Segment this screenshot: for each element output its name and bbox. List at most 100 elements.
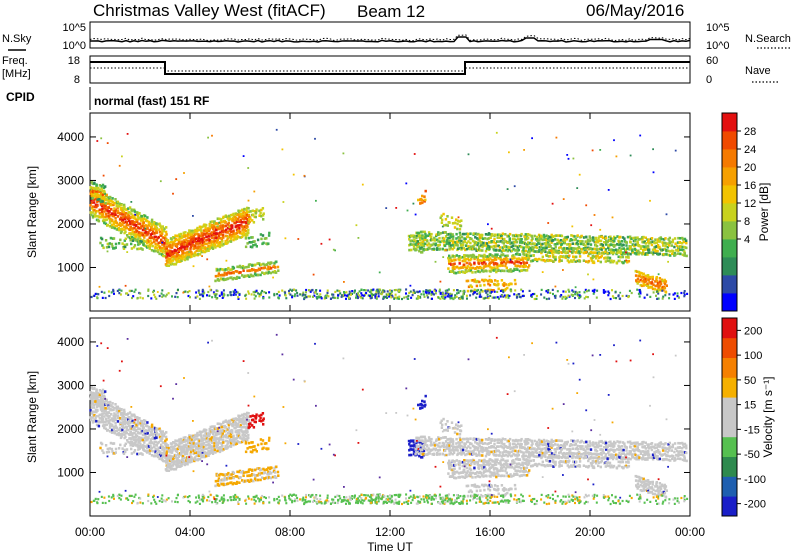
echo-cell [442, 256, 445, 258]
echo-cell [226, 226, 230, 230]
echo-cell [642, 248, 645, 252]
echo-cell [463, 240, 467, 243]
echo-cell [112, 237, 116, 240]
echo-cell [243, 233, 246, 236]
echo-cell [201, 246, 204, 249]
echo-cell [541, 255, 544, 259]
echo-cell [197, 245, 200, 248]
echo-cell [585, 235, 588, 239]
echo-cell [163, 459, 166, 463]
echo-cell [416, 235, 418, 237]
echo-cell [239, 212, 242, 216]
echo-cell [592, 261, 596, 265]
echo-cell [205, 436, 209, 440]
echo-cell [474, 267, 477, 270]
echo-cell [304, 294, 307, 297]
echo-cell [214, 294, 217, 297]
echo-cell [449, 235, 452, 239]
echo-cell [108, 225, 112, 228]
echo-cell [431, 297, 433, 300]
echo-cell [175, 450, 179, 454]
echo-cell [152, 289, 155, 292]
echo-cell [565, 237, 568, 241]
echo-cell [664, 241, 667, 245]
echo-cell [305, 291, 307, 294]
echo-cell [680, 291, 683, 295]
echo-cell [458, 271, 461, 274]
echo-cell [158, 433, 161, 436]
echo-cell [225, 273, 228, 276]
echo-cell [571, 242, 574, 245]
echo-cell [193, 233, 197, 236]
echo-cell [625, 255, 628, 259]
echo-cell [439, 231, 443, 235]
echo-cell [559, 295, 562, 298]
echo-cell [186, 449, 189, 453]
echo-cell [154, 450, 157, 453]
echo-cell [219, 274, 222, 277]
echo-cell [208, 452, 211, 456]
echo-cell [469, 284, 472, 287]
echo-cell [424, 189, 427, 193]
echo-cell [233, 442, 236, 446]
echo-cell [500, 279, 504, 282]
echo-cell [106, 142, 109, 144]
echo-cell [486, 255, 490, 258]
echo-cell [93, 209, 96, 212]
echo-cell [221, 234, 225, 237]
echo-cell [613, 245, 616, 248]
echo-cell [265, 263, 269, 266]
echo-cell [465, 254, 468, 257]
echo-cell [261, 289, 264, 293]
echo-cell [184, 238, 188, 242]
echo-cell [661, 248, 665, 251]
echo-cell [247, 167, 250, 169]
echo-cell [554, 243, 557, 246]
echo-cell [413, 290, 416, 293]
echo-cell [509, 242, 512, 245]
echo-cell [596, 289, 599, 292]
echo-cell [115, 224, 119, 228]
echo-cell [501, 246, 504, 249]
echo-cell [147, 436, 150, 440]
echo-cell [514, 248, 518, 252]
echo-cell [141, 422, 144, 426]
echo-cell [198, 444, 201, 448]
echo-cell [524, 257, 528, 261]
echo-cell [549, 291, 552, 294]
echo-cell [175, 234, 179, 238]
echo-cell [151, 227, 154, 231]
echo-cell [672, 293, 675, 296]
echo-cell [642, 278, 645, 282]
echo-cell [675, 248, 678, 252]
echo-cell [370, 288, 373, 292]
echo-cell [625, 251, 627, 254]
echo-cell [163, 241, 166, 245]
echo-cell [464, 248, 467, 252]
echo-cell [390, 294, 393, 297]
echo-cell [538, 246, 542, 249]
echo-cell [508, 294, 511, 297]
echo-cell [474, 247, 478, 251]
echo-cell [189, 455, 192, 458]
echo-cell [136, 419, 140, 423]
echo-cell [123, 433, 126, 436]
echo-cell [220, 293, 223, 296]
echo-cell [593, 290, 596, 294]
echo-cell [205, 454, 208, 458]
echo-cell [154, 242, 157, 246]
echo-cell [666, 249, 670, 253]
echo-cell [509, 268, 512, 271]
echo-cell [256, 238, 260, 242]
echo-cell [526, 258, 530, 261]
echo-cell [221, 432, 224, 435]
echo-cell [258, 214, 261, 217]
echo-cell [116, 405, 120, 409]
echo-cell [600, 254, 604, 258]
echo-cell [148, 434, 151, 437]
echo-cell [140, 420, 144, 423]
echo-cell [629, 154, 632, 157]
echo-cell [162, 454, 165, 458]
echo-cell [591, 236, 595, 239]
echo-cell [232, 266, 236, 270]
